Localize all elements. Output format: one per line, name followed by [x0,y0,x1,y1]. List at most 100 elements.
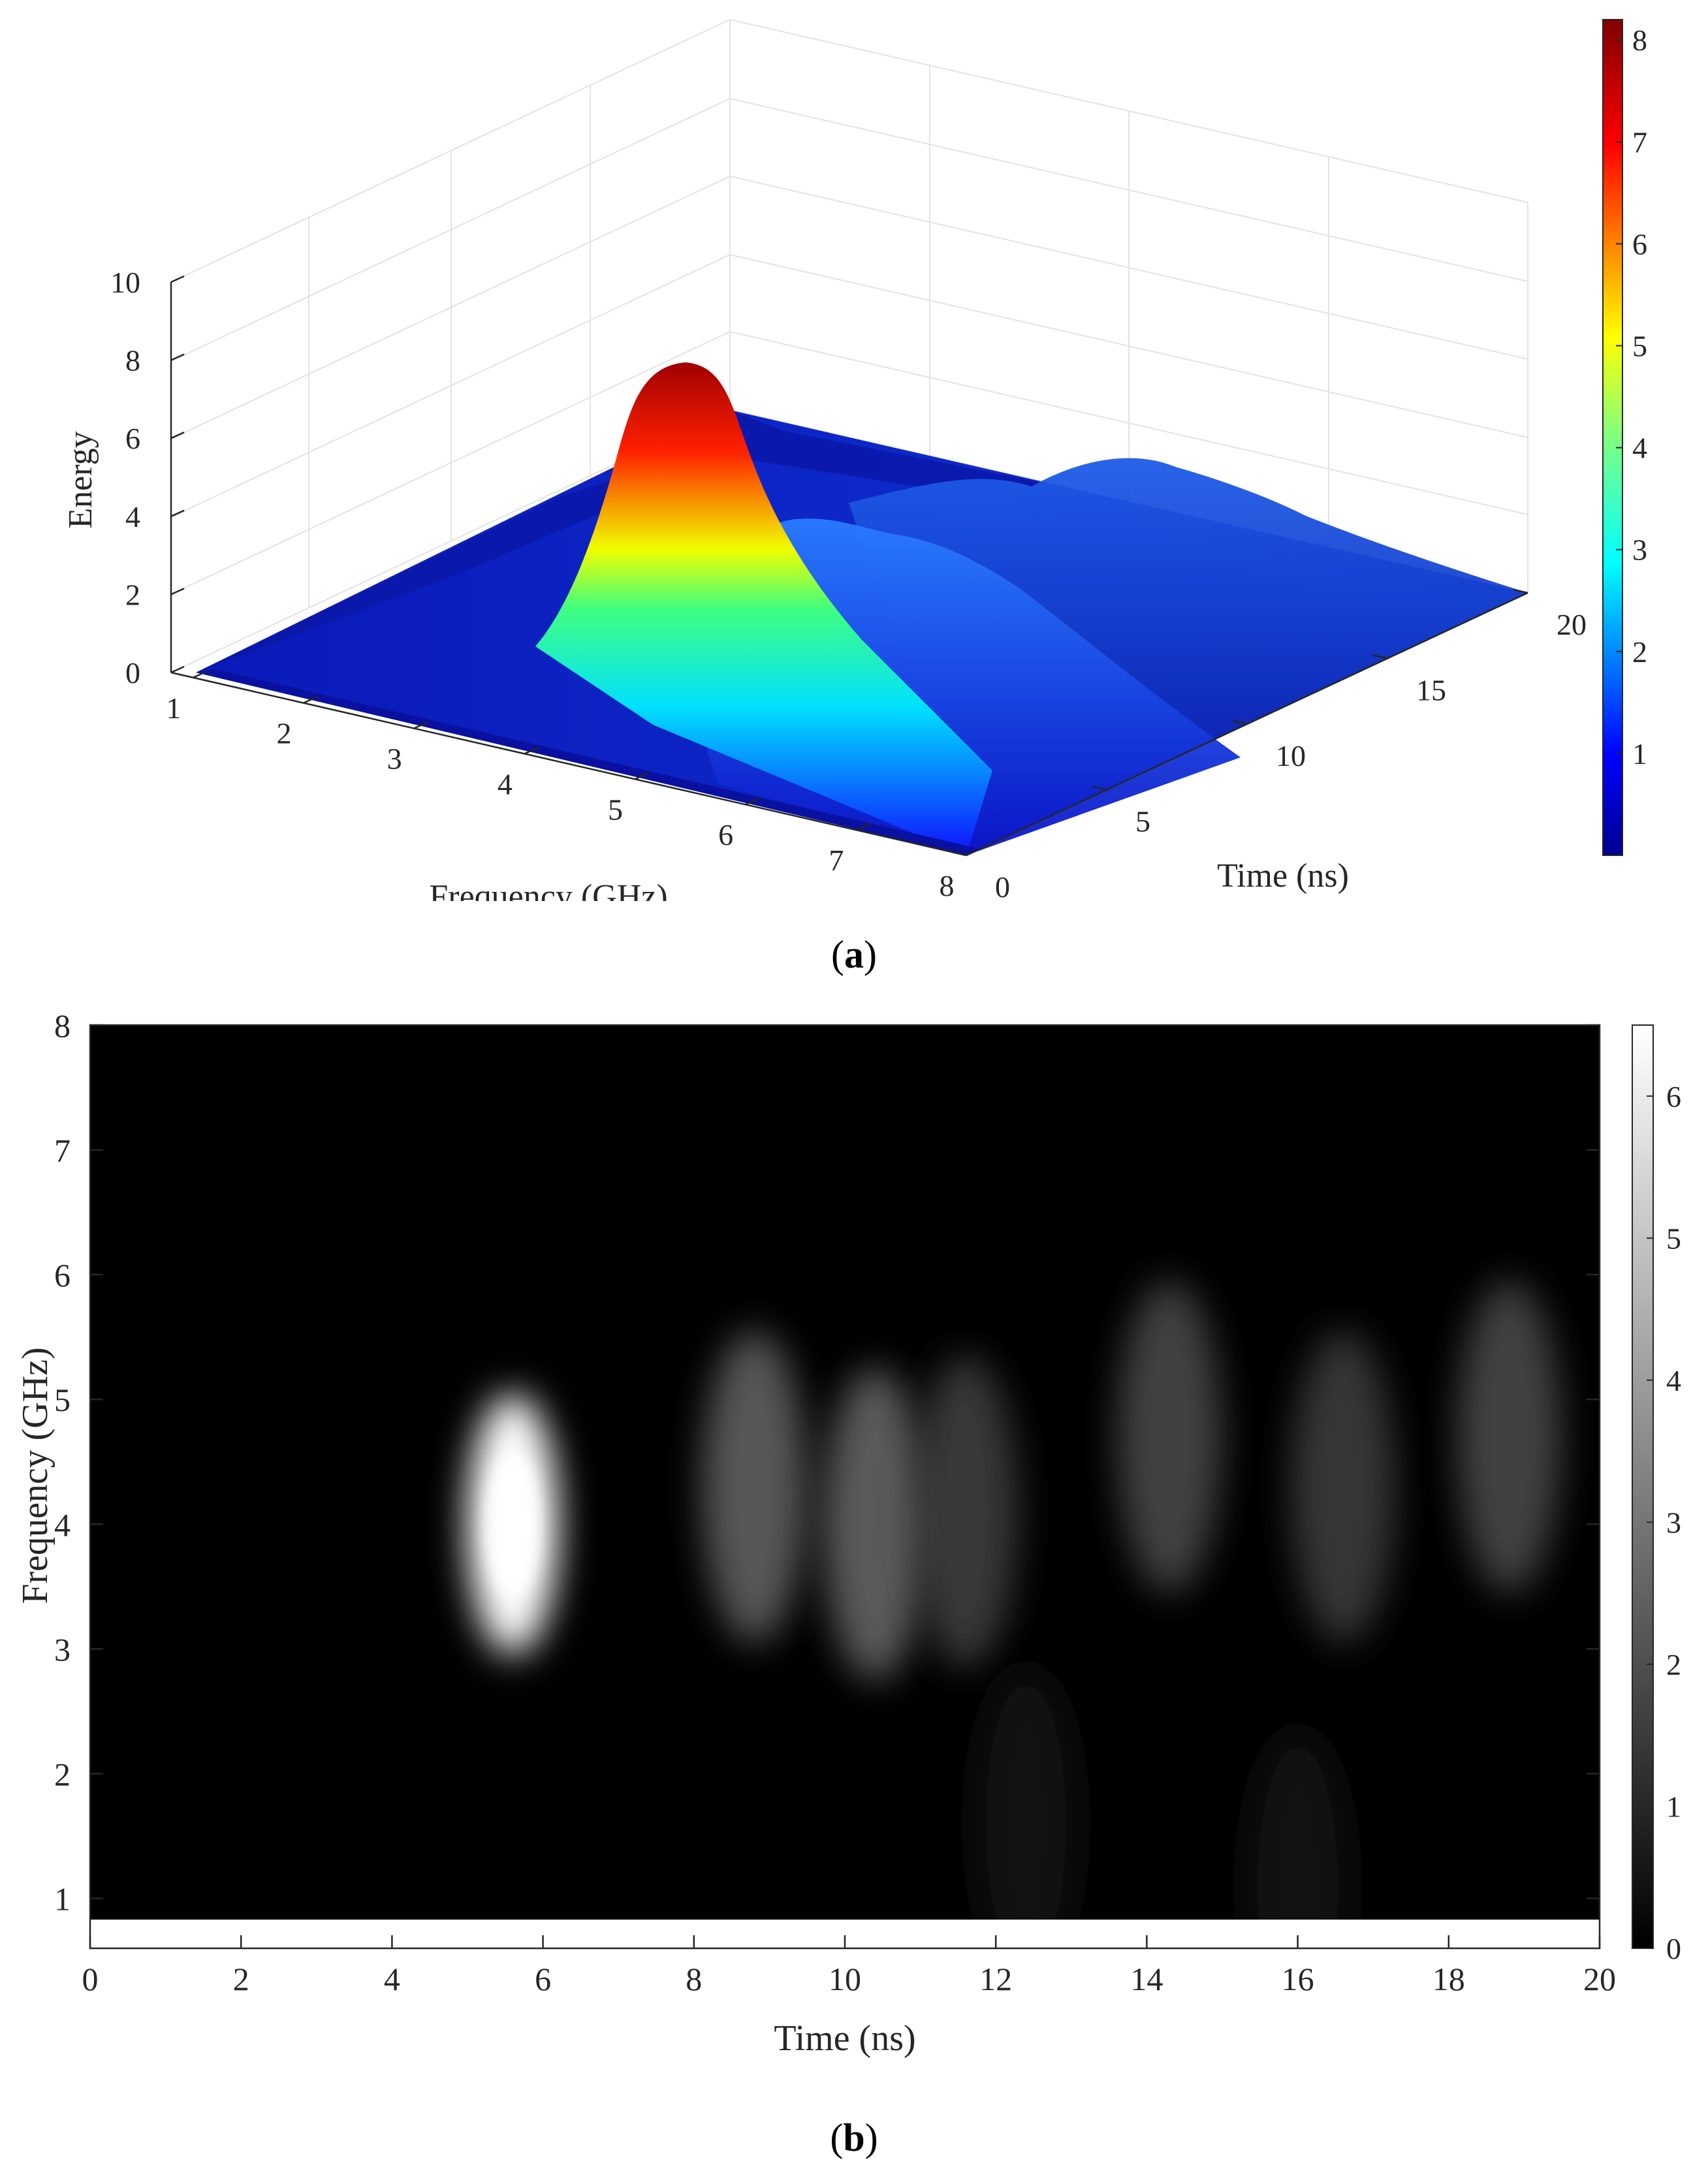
b-y-tick-label: 4 [54,1506,71,1543]
colorbar-b-tick-label: 2 [1666,1648,1681,1681]
freq-tick [303,695,319,704]
b-x-axis-label: Time (ns) [774,2018,915,2059]
z-tick-label: 4 [125,500,140,533]
z-tick-label: 2 [125,578,140,611]
freq-tick [966,847,981,857]
b-x-tick-label: 14 [1130,1961,1163,1997]
z-tick [170,275,185,283]
colorbar-a-tick-label: 6 [1632,227,1647,261]
colorbar-a-tick-label: 5 [1632,330,1647,363]
b-x-tick-label: 16 [1282,1961,1314,1997]
b-x-tick-label: 0 [82,1961,99,1997]
colorbar-a-tick-label: 8 [1632,24,1647,57]
main-peak [535,362,992,855]
time-tick-label: 20 [1557,608,1587,641]
z-tick [170,353,185,361]
colorbar-a-tick-label: 4 [1632,432,1647,465]
freq-tick-label: 1 [166,691,181,725]
b-x-tick-label: 4 [384,1961,400,1997]
x-axis-label: Frequency (GHz) [429,878,667,901]
b-y-tick-label: 7 [54,1132,71,1169]
axis-ticks-b [89,1024,1601,1948]
heatmap-blob [823,1367,928,1681]
freq-tick [524,746,539,755]
b-y-axis-label: Frequency (GHz) [15,1347,55,1604]
b-x-tick-label: 12 [979,1961,1012,1997]
freq-tick-label: 8 [940,869,955,901]
heatmap-blob [702,1330,807,1643]
freq-tick-label: 3 [387,742,402,776]
z-tick-label: 6 [125,422,140,455]
colorbar-b-tick-label: 5 [1666,1222,1681,1255]
y-axis-label: Time (ns) [1217,857,1349,895]
freq-tick-label: 5 [608,793,623,826]
time-tick-label: 5 [1135,805,1150,838]
time-tick [951,851,967,857]
freq-tick-label: 4 [498,767,513,800]
colorbar-a [1602,19,1623,856]
axis-ticks-a [170,275,1528,857]
b-y-tick-label: 6 [54,1257,71,1293]
caption-b: (b) [830,2116,878,2159]
z-tick-label: 8 [125,344,140,377]
freq-tick [855,822,871,831]
freq-tick-label: 7 [829,844,844,877]
time-tick [1513,588,1528,594]
colorbar-a-tick-label: 1 [1632,737,1647,770]
freq-tick [413,721,429,729]
freq-tick-label: 2 [277,717,292,750]
colorbar-a-tick-label: 7 [1632,125,1647,159]
time-tick [1232,720,1248,725]
heatmap-blob [1117,1280,1222,1594]
heatmap-blob [913,1355,1018,1669]
axis-grid [170,19,1528,673]
time-tick-label: 0 [995,870,1010,901]
caption-a: (a) [831,933,877,976]
z-tick-label: 0 [125,656,140,689]
freq-tick [745,797,761,806]
b-x-tick-label: 6 [535,1961,551,1997]
colorbar-a-ticks: 1 2 3 4 5 6 7 8 [1616,24,1647,770]
b-y-tick-label: 5 [54,1382,71,1418]
b-y-tick-label: 3 [54,1631,71,1668]
colorbar-b-tick-label: 3 [1666,1506,1681,1539]
colorbar-b-ticks: 0 1 2 3 4 5 6 [1647,1080,1681,1965]
z-tick-label: 10 [110,266,140,299]
colorbar-a-tick-label: 2 [1632,635,1647,669]
freq-tick [193,670,208,678]
colorbar-b-tick-label: 1 [1666,1790,1681,1823]
heatmap-blob [973,1666,1079,1920]
b-x-tick-label: 2 [233,1961,249,1997]
colorbar-b-tick-label: 4 [1666,1364,1681,1397]
b-x-tick-label: 20 [1583,1961,1616,1997]
b-x-tick-label: 8 [686,1961,702,1997]
heatmap-blob [1457,1280,1562,1594]
b-y-tick-label: 8 [54,1007,71,1044]
freq-tick-label: 6 [718,818,733,851]
colorbar-a-tick-label: 3 [1632,533,1647,567]
colorbar-b-tick-label: 0 [1666,1932,1681,1965]
b-y-tick-label: 1 [54,1881,71,1918]
z-tick [170,588,185,595]
freq-tick [634,772,650,780]
colorbar-b [1632,1024,1654,1949]
b-x-tick-label: 18 [1432,1961,1465,1997]
z-tick [170,509,185,517]
time-tick-label: 10 [1276,739,1306,772]
time-tick [1372,654,1388,659]
b-y-tick-label: 2 [54,1756,71,1792]
z-tick [170,665,185,674]
heatmap-blob-core [486,1452,539,1596]
heatmap-blob [1290,1330,1395,1643]
z-axis-label: Energy [62,431,99,528]
time-tick-label: 15 [1416,674,1446,707]
heatmap-blobs [467,1280,1562,1920]
colorbar-b-tick-label: 6 [1666,1080,1681,1113]
z-tick [170,432,185,439]
time-tick [1092,785,1107,791]
b-x-tick-label: 10 [829,1961,861,1997]
heatmap-blob [1245,1729,1350,1920]
